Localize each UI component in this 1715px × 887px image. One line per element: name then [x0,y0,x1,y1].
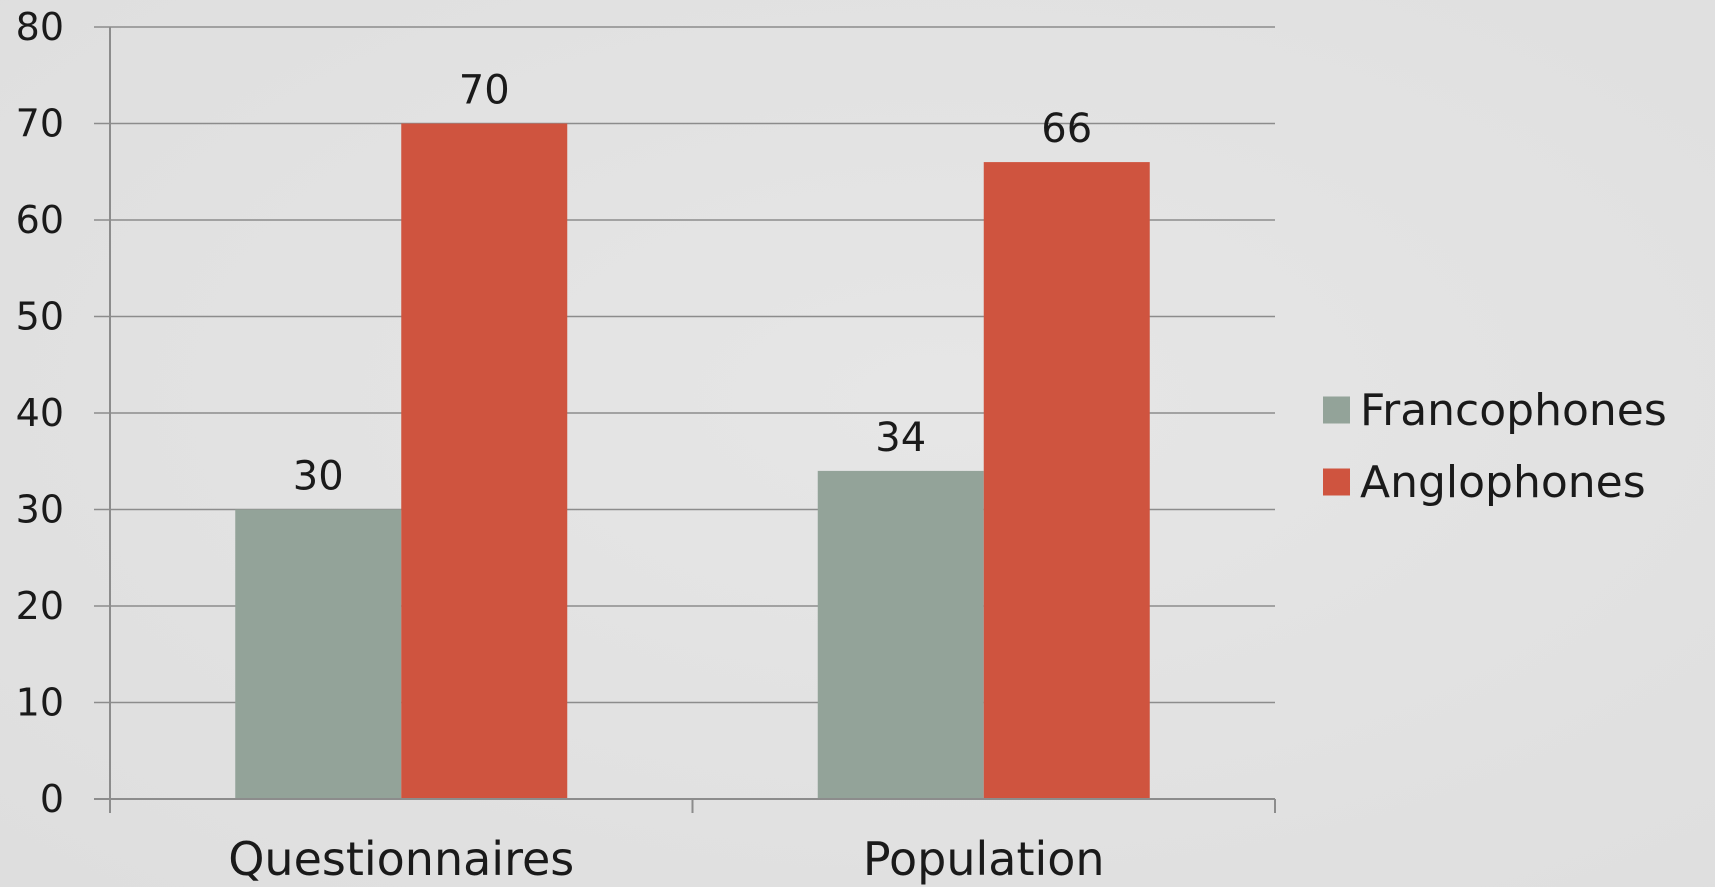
y-tick-label: 80 [16,5,64,49]
y-tick-label: 70 [16,102,64,146]
legend-swatch [1323,468,1350,496]
y-tick-label: 10 [16,681,64,725]
data-label: 70 [459,68,510,114]
data-label: 34 [875,415,926,461]
x-category-label: Questionnaires [228,832,574,886]
y-tick-label: 20 [16,584,64,628]
legend-swatch [1323,396,1350,424]
legend: Francophones Anglophones [1323,385,1667,508]
data-label: 66 [1041,106,1092,152]
axes [94,27,1276,813]
legend-label: Anglophones [1360,457,1646,508]
bar-anglophones-questionnaires [401,123,568,799]
y-tick-label: 60 [16,198,64,242]
bar-francophones-population [817,470,984,799]
data-label: 30 [293,454,344,500]
x-category-label: Population [863,832,1105,886]
labels: 0 10 20 30 40 50 60 70 80 30 70 Questionnaires 34 66 P… [16,5,1105,886]
y-tick-label: 0 [40,777,64,821]
legend-label: Francophones [1360,385,1667,436]
bar-anglophones-population [983,162,1150,800]
bar-francophones-questionnaires [235,509,402,799]
y-tick-label: 50 [16,295,64,339]
y-tick-label: 30 [16,488,64,532]
y-tick-label: 40 [16,391,64,435]
bars [235,123,1150,800]
